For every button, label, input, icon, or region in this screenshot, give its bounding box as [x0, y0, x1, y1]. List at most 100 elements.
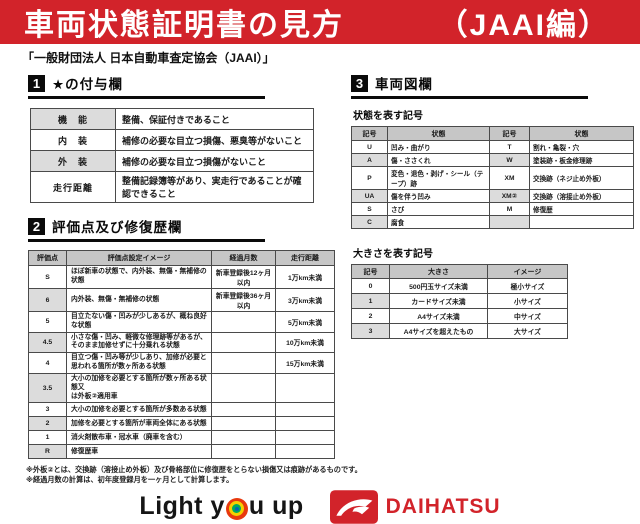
symbol-desc: さび	[387, 202, 490, 216]
col-header-score: 評価点	[28, 250, 67, 266]
daihatsu-brand-text: DAIHATSU	[385, 494, 501, 518]
size-image: 大サイズ	[487, 323, 568, 339]
symbol-table-label: 状態を表す記号	[353, 111, 423, 122]
evaluation-score-table: 評価点 評価点設定イメージ 経過月数 走行距離 S ほぼ新車の状態で、内外装、無…	[28, 250, 335, 460]
footer: Light y u up DAIHATSU	[0, 490, 640, 524]
size-code: 2	[351, 308, 390, 324]
size-desc: 500円玉サイズ未満	[389, 278, 488, 294]
table-header-row: 記号 状態 記号 状態	[351, 126, 634, 141]
symbol-desc: 交換跡（溶接止め外板）	[529, 189, 634, 203]
size-symbol-table: 記号 大きさ イメージ 0 500円玉サイズ未満 極小サイズ 1 カードサイズ未…	[351, 264, 568, 339]
section-3-header: 3 車両図欄	[351, 73, 588, 99]
table-row: 3 大小の加修を必要とする箇所が多数ある状態	[28, 402, 335, 418]
symbol-desc: 交換跡（ネジ止め外板）	[529, 166, 634, 190]
star-row-desc: 補修の必要な目立つ損傷、悪臭等がないこと	[115, 129, 314, 151]
star-row-label: 外 装	[30, 150, 116, 172]
eval-score: 4	[28, 352, 67, 374]
eval-mileage	[275, 402, 335, 418]
symbol-code: UA	[351, 189, 388, 203]
star-row-label: 走行距離	[30, 171, 116, 203]
symbol-desc: 傷を伴う凹み	[387, 189, 490, 203]
table-row: S ほぼ新車の状態で、内外装、無傷・無補修の状態 新車登録後12ヶ月以内 1万k…	[28, 265, 335, 289]
eval-months	[211, 444, 276, 460]
daihatsu-logo: DAIHATSU	[329, 490, 501, 524]
eval-months	[211, 331, 276, 354]
eval-desc: 大小の加修を必要とする箇所が多数ある状態	[66, 402, 212, 418]
eval-months	[211, 416, 276, 432]
daihatsu-d-mark-icon	[329, 490, 378, 524]
content-columns: 1 ★の付与欄 機 能 整備、保証付きであること 内 装 補修の必要な目立つ損傷…	[0, 68, 640, 460]
symbol-code: S	[351, 202, 388, 216]
table-row: UA 傷を伴う凹み XM② 交換跡（溶接止め外板）	[351, 189, 634, 203]
table-row: 2 A4サイズ未満 中サイズ	[351, 308, 568, 324]
light-you-up-slogan: Light y u up	[139, 492, 303, 521]
table-row: 内 装 補修の必要な目立つ損傷、悪臭等がないこと	[30, 129, 314, 151]
eval-mileage: 10万km未満	[275, 331, 335, 354]
size-table-label: 大きさを表す記号	[353, 249, 433, 260]
title-banner: 車両状態証明書の見方 （JAAI編）	[0, 0, 640, 44]
table-header-row: 記号 大きさ イメージ	[351, 264, 568, 279]
table-row: A 傷・ささくれ W 塗装跡・板金修理跡	[351, 153, 634, 167]
section-1-title: ★の付与欄	[52, 77, 124, 92]
col-header-months: 経過月数	[211, 250, 276, 266]
eval-mileage: 15万km未満	[275, 352, 335, 374]
eval-score: 2	[28, 416, 67, 432]
symbol-code: XM	[489, 166, 530, 190]
footnote-1: ※外板②とは、交換跡（溶接止め外板）及び骨格部位に修復歴をとらない損傷又は痕跡が…	[26, 465, 362, 475]
eval-score: 3	[28, 402, 67, 418]
slogan-text-right: u up	[248, 492, 304, 521]
col-header-symbol: 記号	[489, 126, 530, 141]
size-code: 0	[351, 278, 390, 294]
table-row: 5 目立たない傷・凹みが少しあるが、概ね良好な状態 5万km未満	[28, 311, 335, 333]
symbol-desc: 変色・退色・剥げ・シール（テープ）跡	[387, 166, 490, 190]
col-header-condition: 状態	[387, 126, 490, 141]
eval-months: 新車登録後12ヶ月以内	[211, 265, 276, 289]
table-row: 0 500円玉サイズ未満 極小サイズ	[351, 278, 568, 294]
eval-mileage	[275, 444, 335, 460]
star-row-desc: 補修の必要な目立つ損傷がないこと	[115, 150, 314, 172]
table-row: 外 装 補修の必要な目立つ損傷がないこと	[30, 150, 314, 172]
eval-mileage: 5万km未満	[275, 311, 335, 333]
table-row: S さび M 修復歴	[351, 202, 634, 216]
size-desc: A4サイズ未満	[389, 308, 488, 324]
star-row-label: 機 能	[30, 108, 116, 130]
star-row-desc: 整備記録簿等があり、実走行であることが確認できること	[115, 171, 314, 203]
table-row: 1 カードサイズ未満 小サイズ	[351, 293, 568, 309]
eval-months	[211, 311, 276, 333]
eval-months	[211, 352, 276, 374]
section-2-header: 2 評価点及び修復歴欄	[28, 216, 265, 242]
section-3-title: 車両図欄	[375, 77, 433, 92]
eval-mileage: 3万km未満	[275, 288, 335, 312]
eval-desc: 内外装、無傷・無補修の状態	[66, 288, 212, 312]
table-row: 3 A4サイズを超えたもの 大サイズ	[351, 323, 568, 339]
eval-desc: 小さな傷・凹み、軽微な修理跡等があるが、 そのまま加修せずに十分乗れる状態	[66, 331, 212, 354]
symbol-desc	[529, 215, 634, 229]
table-row: 機 能 整備、保証付きであること	[30, 108, 314, 130]
eval-score: 5	[28, 311, 67, 333]
organization-subtitle: 「一般財団法人 日本自動車査定協会（JAAI）」	[22, 51, 275, 65]
eval-desc: 消火剤散布車・冠水車（廃車を含む）	[66, 430, 212, 446]
eval-mileage: 1万km未満	[275, 265, 335, 289]
symbol-code: T	[489, 140, 530, 154]
eval-months	[211, 430, 276, 446]
col-header-size: 大きさ	[389, 264, 488, 279]
symbol-code: M	[489, 202, 530, 216]
col-header-image: イメージ	[487, 264, 568, 279]
symbol-code: XM②	[489, 189, 530, 203]
section-1-header: 1 ★の付与欄	[28, 73, 265, 99]
eval-desc: 修復歴車	[66, 444, 212, 460]
left-column: 1 ★の付与欄 機 能 整備、保証付きであること 内 装 補修の必要な目立つ損傷…	[28, 70, 335, 460]
eval-desc: 目立たない傷・凹みが少しあるが、概ね良好な状態	[66, 311, 212, 333]
eval-desc: ほぼ新車の状態で、内外装、無傷・無補修の状態	[66, 265, 212, 289]
eval-score: 3.5	[28, 372, 67, 404]
eval-months	[211, 402, 276, 418]
eval-score: R	[28, 444, 67, 460]
section-1-number-badge: 1	[28, 74, 45, 92]
symbol-desc: 傷・ささくれ	[387, 153, 490, 167]
size-desc: カードサイズ未満	[389, 293, 488, 309]
eval-score: 6	[28, 288, 67, 312]
eval-score: S	[28, 265, 67, 289]
size-image: 中サイズ	[487, 308, 568, 324]
star-row-desc: 整備、保証付きであること	[115, 108, 314, 130]
